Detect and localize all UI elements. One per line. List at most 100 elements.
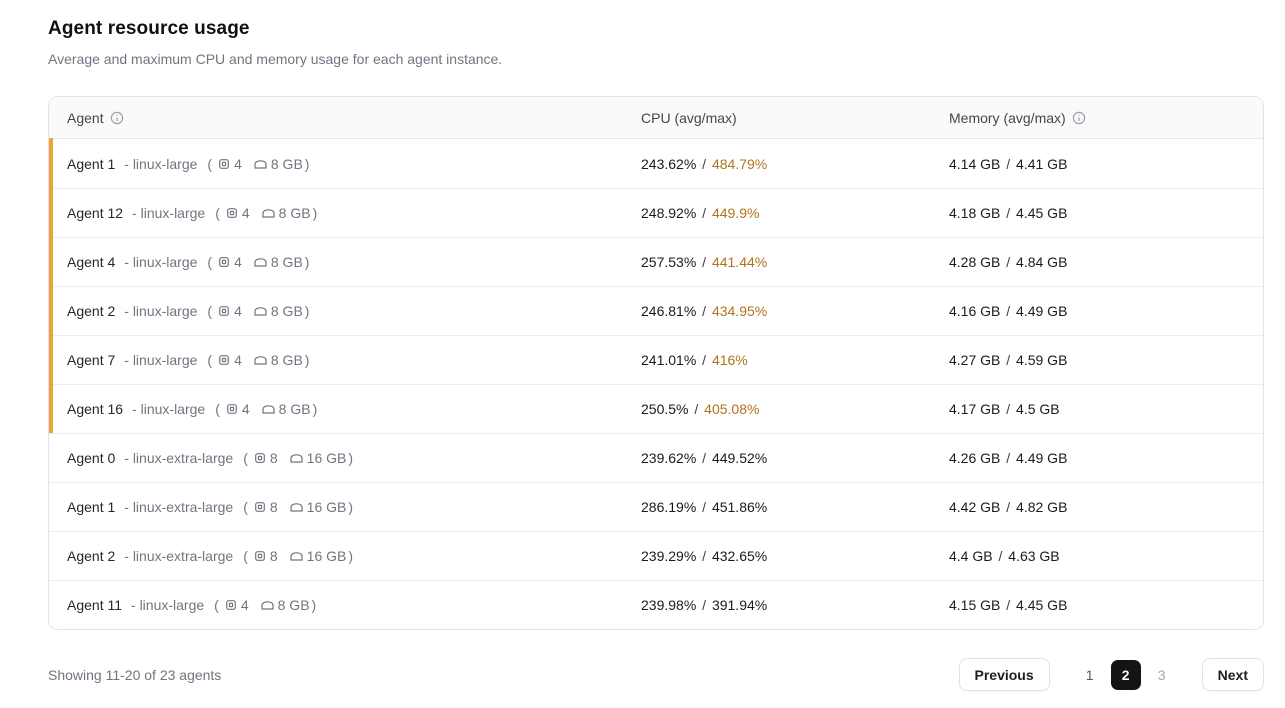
spec-open-paren: (: [207, 254, 213, 270]
agent-memory-size: 8 GB: [270, 352, 303, 368]
info-icon[interactable]: [110, 111, 124, 125]
previous-page-button[interactable]: Previous: [958, 658, 1050, 691]
agent-tier: - linux-extra-large: [124, 450, 234, 466]
page-number-1[interactable]: 1: [1085, 666, 1094, 683]
agent-cpu-count: 4: [234, 155, 242, 172]
mem-value-separator: /: [1002, 254, 1015, 270]
table-row[interactable]: Agent 16 - linux-large ( 4 8 GB: [49, 384, 1263, 433]
mem-max-value: 4.45 GB: [1016, 597, 1068, 613]
memory-usage-cell: 4.17 GB / 4.5 GB: [949, 401, 1245, 417]
memory-icon: [289, 549, 304, 563]
mem-max-value: 4.45 GB: [1016, 205, 1068, 221]
agent-name: Agent 2: [67, 303, 116, 319]
table-row[interactable]: Agent 11 - linux-large ( 4 8 GB: [49, 580, 1263, 629]
page-title: Agent resource usage: [48, 18, 250, 39]
spec-close-paren: ): [304, 254, 310, 270]
memory-icon: [261, 402, 276, 416]
cpu-avg-value: 239.29%: [641, 548, 697, 564]
spec-open-paren: (: [243, 450, 248, 466]
agent-cpu-count: 8: [269, 499, 278, 515]
mem-avg-value: 4.15 GB: [949, 597, 1001, 613]
cpu-icon: [253, 451, 267, 465]
cpu-max-value: 416%: [711, 352, 748, 368]
spec-close-paren: ): [304, 155, 310, 172]
mem-avg-value: 4.4 GB: [949, 548, 993, 564]
cpu-usage-cell: 239.29% / 432.65%: [641, 548, 949, 564]
cpu-icon: [217, 157, 231, 171]
spec-open-paren: (: [214, 597, 219, 613]
mem-avg-value: 4.17 GB: [949, 401, 1001, 417]
agent-name: Agent 11: [67, 597, 123, 613]
cpu-icon: [217, 255, 231, 269]
table-row[interactable]: Agent 12 - linux-large ( 4 8 GB: [49, 188, 1263, 237]
spec-close-paren: ): [348, 548, 354, 564]
info-icon[interactable]: [1072, 111, 1086, 125]
mem-value-separator: /: [1002, 352, 1015, 368]
agent-cpu-count: 4: [234, 352, 242, 368]
spec-open-paren: (: [207, 352, 213, 368]
column-header-agent-label: Agent: [67, 109, 104, 126]
agent-memory-size: 16 GB: [306, 450, 347, 466]
agent-spec: ( 4 8 GB ): [207, 352, 309, 368]
next-page-button[interactable]: Next: [1201, 658, 1264, 691]
table-row[interactable]: Agent 7 - linux-large ( 4 8 GB: [49, 335, 1263, 384]
agent-cell: Agent 16 - linux-large ( 4 8 GB: [67, 401, 641, 417]
cpu-avg-value: 243.62%: [641, 155, 697, 172]
cpu-max-value: 434.95%: [711, 303, 768, 319]
mem-avg-value: 4.26 GB: [949, 450, 1001, 466]
agent-tier: - linux-large: [132, 401, 206, 417]
memory-icon: [253, 255, 268, 269]
column-header-agent: Agent: [67, 110, 641, 126]
agent-cell: Agent 4 - linux-large ( 4 8 GB: [67, 254, 641, 270]
cpu-max-value: 449.9%: [711, 205, 760, 221]
agent-tier: - linux-extra-large: [124, 548, 234, 564]
table-row[interactable]: Agent 1 - linux-large ( 4 8 GB: [49, 138, 1263, 188]
mem-avg-value: 4.28 GB: [949, 254, 1001, 270]
column-header-cpu-label: CPU (avg/max): [641, 109, 737, 126]
memory-usage-cell: 4.4 GB / 4.63 GB: [949, 548, 1245, 564]
agent-cpu-count: 8: [269, 450, 278, 466]
agent-spec: ( 4 8 GB ): [215, 205, 317, 221]
agent-memory-size: 8 GB: [278, 401, 311, 417]
agent-cell: Agent 2 - linux-large ( 4 8 GB: [67, 303, 641, 319]
table-row[interactable]: Agent 4 - linux-large ( 4 8 GB: [49, 237, 1263, 286]
page-number-3[interactable]: 3: [1157, 666, 1166, 683]
cpu-avg-value: 286.19%: [641, 499, 697, 515]
table-header-row: Agent CPU (avg/max) Memory (avg/max): [49, 97, 1263, 139]
table-row[interactable]: Agent 2 - linux-large ( 4 8 GB: [49, 286, 1263, 335]
table-row[interactable]: Agent 0 - linux-extra-large ( 8 16: [49, 433, 1263, 482]
spec-open-paren: (: [243, 548, 248, 564]
agent-tier: - linux-large: [124, 352, 198, 368]
table-row[interactable]: Agent 2 - linux-extra-large ( 8 16: [49, 531, 1263, 580]
mem-value-separator: /: [1002, 155, 1015, 172]
agent-cpu-count: 4: [234, 254, 242, 270]
agent-name: Agent 4: [67, 254, 116, 270]
agent-cell: Agent 12 - linux-large ( 4 8 GB: [67, 205, 641, 221]
mem-value-separator: /: [1002, 303, 1015, 319]
spec-open-paren: (: [207, 155, 213, 172]
cpu-max-value: 484.79%: [711, 155, 768, 172]
cpu-value-separator: /: [698, 352, 710, 368]
mem-avg-value: 4.14 GB: [949, 155, 1001, 172]
agent-memory-size: 8 GB: [270, 155, 303, 172]
memory-usage-cell: 4.28 GB / 4.84 GB: [949, 254, 1245, 270]
spec-close-paren: ): [348, 499, 354, 515]
cpu-value-separator: /: [698, 254, 710, 270]
memory-icon: [253, 157, 268, 171]
cpu-icon: [217, 304, 231, 318]
page-number-2[interactable]: 2: [1110, 659, 1141, 690]
mem-value-separator: /: [1002, 450, 1015, 466]
cpu-usage-cell: 239.62% / 449.52%: [641, 450, 949, 466]
memory-usage-cell: 4.18 GB / 4.45 GB: [949, 205, 1245, 221]
column-header-memory: Memory (avg/max): [949, 110, 1245, 126]
memory-usage-cell: 4.42 GB / 4.82 GB: [949, 499, 1245, 515]
mem-max-value: 4.59 GB: [1016, 352, 1068, 368]
agent-spec: ( 4 8 GB ): [214, 597, 316, 613]
agent-memory-size: 8 GB: [278, 205, 311, 221]
mem-max-value: 4.84 GB: [1016, 254, 1068, 270]
spec-close-paren: ): [311, 597, 317, 613]
cpu-max-value: 405.08%: [704, 401, 760, 417]
table-row[interactable]: Agent 1 - linux-extra-large ( 8 16: [49, 482, 1263, 531]
cpu-value-separator: /: [698, 548, 710, 564]
